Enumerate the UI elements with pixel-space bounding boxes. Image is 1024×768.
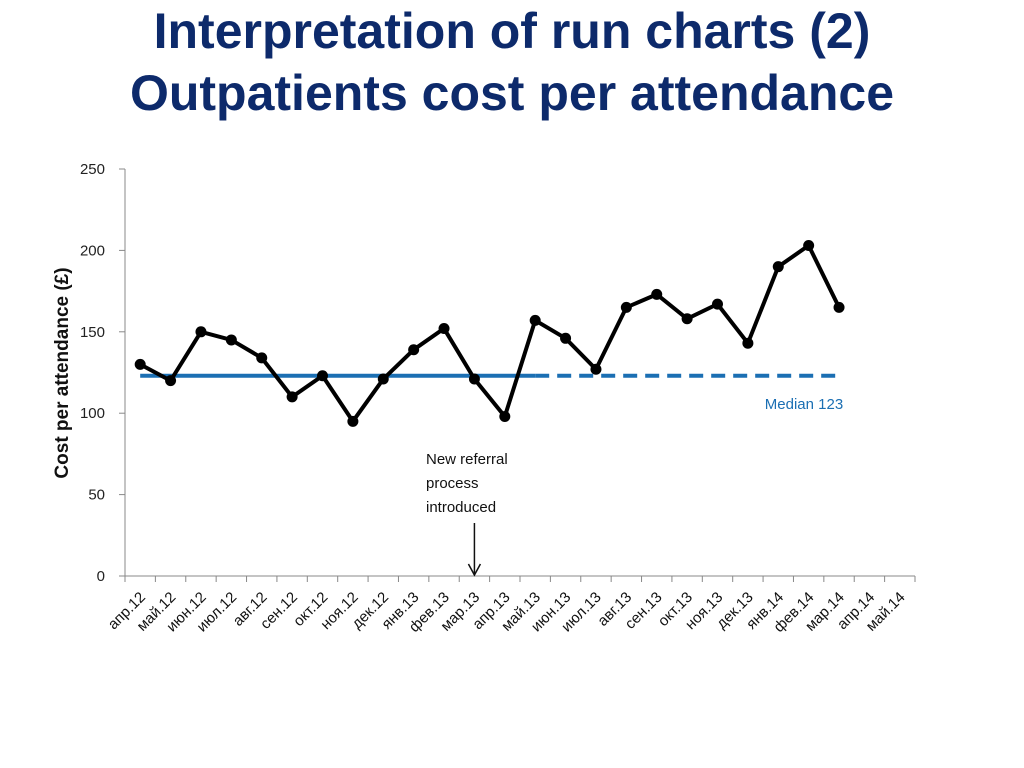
annotation-text: introduced: [426, 499, 496, 516]
data-point: [499, 410, 511, 422]
series-line: [139, 242, 841, 425]
data-point: [742, 337, 754, 349]
data-point: [225, 334, 237, 346]
data-point: [165, 375, 177, 387]
data-point: [408, 344, 420, 356]
data-point: [438, 323, 450, 335]
y-tick-label: 100: [80, 405, 105, 422]
data-point: [317, 370, 328, 382]
y-tick-label: 50: [88, 487, 105, 504]
data-point: [468, 373, 480, 385]
data-point: [833, 301, 845, 313]
slide-title: Interpretation of run charts (2) Outpati…: [0, 0, 1024, 124]
data-point: [347, 415, 359, 427]
median-label: Median 123: [765, 396, 843, 413]
data-point: [590, 363, 602, 375]
data-point: [286, 391, 298, 403]
data-point: [620, 301, 632, 313]
y-tick-labels: 0 50 100 150 200 250: [80, 161, 125, 585]
annotation-arrow-head: [467, 563, 482, 577]
title-line-1: Interpretation of run charts (2): [153, 3, 871, 59]
data-point: [256, 352, 268, 364]
data-point: [681, 313, 693, 325]
data-point: [772, 261, 784, 273]
y-tick-label: 200: [80, 242, 105, 259]
data-point: [529, 314, 541, 326]
annotation-text: process: [426, 475, 479, 492]
data-point: [560, 332, 572, 344]
y-tick-label: 250: [80, 161, 105, 178]
title-line-2: Outpatients cost per attendance: [129, 65, 895, 121]
data-point: [134, 358, 146, 370]
data-point: [712, 298, 723, 310]
y-tick-label: 150: [80, 324, 105, 341]
x-tick-labels: апр.12май.12июн.12июл.12авг.12сен.12окт.…: [105, 576, 916, 636]
data-point: [651, 288, 663, 300]
annotation: New referral process introduced: [426, 451, 508, 577]
data-point: [803, 240, 815, 252]
data-point: [195, 326, 207, 338]
data-point: [377, 373, 389, 385]
cost-series: [134, 240, 845, 427]
y-axis-title: Cost per attendance (£): [52, 267, 73, 478]
annotation-text: New referral: [426, 451, 508, 468]
y-tick-label: 0: [97, 568, 105, 585]
